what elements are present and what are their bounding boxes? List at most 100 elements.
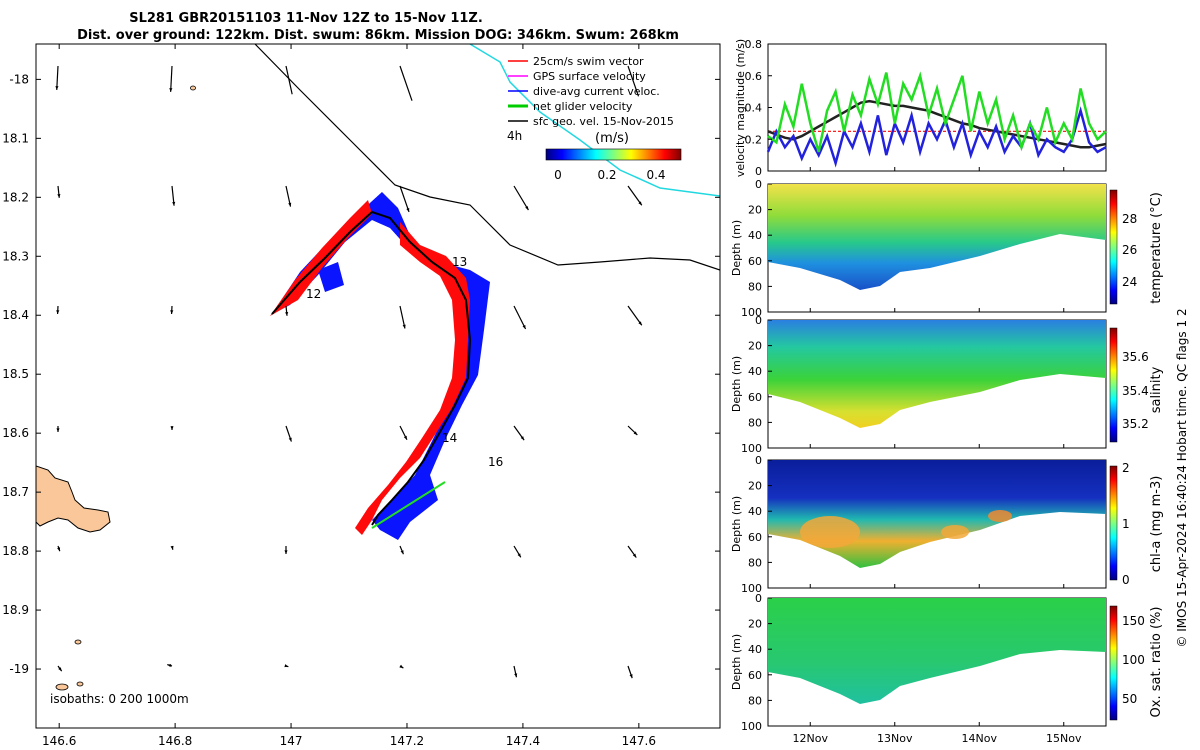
velocity-series-net-glider-velocity	[767, 71, 1107, 153]
velocity-ticks: 0 0.2 0.4 0.6 0.8	[745, 38, 772, 178]
geo-velocity-arrowhead	[172, 201, 176, 206]
legend-sfc-label: sfc geo. vel. 15-Nov-2015	[533, 115, 674, 128]
geo-velocity-arrow	[285, 65, 293, 95]
temperature-cbar-tick-28: 28	[1122, 212, 1137, 226]
depth-tick-label: 100	[741, 306, 762, 319]
depth-axis-ticks: 0204060801000204060801000204060801000204…	[741, 178, 772, 733]
island-small-3	[55, 683, 69, 691]
geo-velocity-arrow	[399, 185, 410, 213]
depth-tick-label: 20	[748, 480, 762, 493]
geo-velocity-arrowhead	[400, 550, 404, 555]
depth-tick-label: 0	[755, 314, 762, 327]
geo-velocity-arrowhead	[288, 437, 292, 442]
day-label-12: 12	[306, 287, 321, 301]
depth-tick-label: 80	[748, 416, 762, 429]
geo-velocity-arrowhead	[57, 193, 61, 198]
day-label-14: 14	[442, 431, 457, 445]
current-vector-loop	[318, 262, 344, 292]
imos-credit-text: © IMOS 15-Apr-2024 16:40:24 Hobart time.…	[1175, 308, 1189, 647]
time-axis-ticks: 12Nov 13Nov 14Nov 15Nov	[793, 167, 1082, 745]
geo-velocity-arrowhead	[520, 436, 525, 441]
legend-swim-label: 25cm/s swim vector	[533, 55, 644, 68]
arrow-scale-label: 4h	[507, 129, 522, 143]
depth-tick-label: 0	[755, 178, 762, 191]
title-line-1: SL281 GBR20151103 11-Nov 12Z to 15-Nov 1…	[129, 11, 483, 26]
depth-tick-label: 100	[741, 582, 762, 595]
legend-gps-label: GPS surface velocity	[533, 70, 646, 83]
salinity-section-field	[768, 320, 1106, 428]
depth-tick-label: 20	[748, 204, 762, 217]
map-ytick-label: 18.2	[2, 190, 29, 204]
oxygen-cbar-label: Ox. sat. ratio (%)	[1149, 607, 1164, 718]
map-ytick-label: 18.4	[2, 308, 29, 322]
temperature-cbar-tick-26: 26	[1122, 243, 1137, 257]
depth-tick-label: 100	[741, 442, 762, 455]
map-legend: 25cm/s swim vector GPS surface velocity …	[507, 55, 682, 182]
map-axis-ticks: 146.6 146.8 147 147.2 147.4 147.6-1818.118.21…	[2, 44, 720, 748]
velocity-ytick-label: 0.8	[745, 38, 763, 51]
map-xtick-label: 146.6	[42, 734, 76, 748]
title-line-2: Dist. over ground: 122km. Dist. swum: 86…	[77, 28, 679, 43]
map-ytick-label: 18.9	[2, 603, 29, 617]
geo-velocity-arrow	[399, 65, 413, 101]
depth-tick-label: 40	[748, 365, 762, 378]
salinity-section-panel: Depth (m) 35.6 35.4 35.2 salinity	[730, 319, 1164, 449]
glider-track-map: 12 13 14 16 146.6 146.8 147 147.2 147.4 147.6…	[2, 43, 721, 748]
depth-tick-label: 60	[748, 531, 762, 544]
map-xtick-label: 147	[280, 734, 303, 748]
temperature-cbar-tick-24: 24	[1122, 275, 1137, 289]
depth-tick-label: 0	[755, 592, 762, 605]
chla-cbar-label: chl-a (mg m-3)	[1149, 476, 1164, 573]
geo-velocity-arrowhead	[56, 310, 60, 314]
geo-velocity-arrowhead	[288, 202, 292, 207]
map-ytick-label: 18.6	[2, 426, 29, 440]
geo-velocity-arrowhead	[638, 321, 642, 326]
geo-velocity-arrowhead	[406, 207, 410, 212]
map-ytick-label: -18	[9, 72, 29, 86]
isobath-1000m-line	[254, 44, 720, 271]
time-tick-label: 12Nov	[793, 732, 829, 745]
geo-velocity-arrowhead	[170, 426, 174, 430]
day-label-13: 13	[452, 255, 467, 269]
map-colorbar	[545, 148, 682, 161]
temperature-section-panel: Depth (m) 28 26 24 temperature (°C)	[730, 183, 1164, 313]
temperature-section-field	[768, 184, 1106, 290]
oxygen-colorbar	[1109, 605, 1118, 721]
geo-velocity-arrowhead	[633, 431, 638, 435]
geo-velocity-arrowhead	[632, 553, 637, 558]
geo-velocity-arrowhead	[638, 201, 642, 206]
salinity-cbar-tick-35-2: 35.2	[1122, 417, 1149, 431]
glider-track-line	[271, 210, 472, 526]
oxygen-cbar-tick-150: 150	[1122, 614, 1145, 628]
depth-tick-label: 60	[748, 669, 762, 682]
map-xtick-label: 147.6	[622, 734, 656, 748]
depth-tick-label: 60	[748, 255, 762, 268]
time-tick-label: 14Nov	[962, 732, 998, 745]
geo-velocity-arrow	[627, 305, 643, 326]
temperature-ylabel: Depth (m)	[730, 220, 743, 276]
velocity-axes-frame	[767, 43, 1107, 172]
oxygen-ylabel: Depth (m)	[730, 634, 743, 690]
geo-velocity-arrow	[170, 65, 173, 92]
island-small-4	[76, 681, 84, 687]
map-colorbar-tick-0: 0	[554, 168, 562, 182]
depth-tick-label: 0	[755, 454, 762, 467]
chla-maximum-patch-1	[800, 516, 860, 548]
map-frame	[35, 43, 721, 729]
velocity-ytick-label: 0.2	[745, 133, 763, 146]
geo-velocity-arrowhead	[169, 88, 173, 92]
sfc-geostrophic-arrows	[55, 65, 643, 679]
geo-velocity-arrowhead	[402, 324, 406, 329]
legend-net-label: net glider velocity	[533, 100, 633, 113]
net-velocity-segment	[371, 481, 446, 529]
velocity-magnitude-panel: 0 0.2 0.4 0.6 0.8 velocity magnitude (m/s)	[734, 38, 1107, 178]
time-tick-label: 13Nov	[877, 732, 913, 745]
map-colorbar-tick-2: 0.4	[646, 168, 665, 182]
geo-velocity-arrow	[399, 305, 406, 329]
velocity-ytick-label: 0.6	[745, 70, 763, 83]
map-xtick-label: 147.2	[390, 734, 424, 748]
velocity-ytick-label: 0	[755, 165, 762, 178]
chla-cbar-tick-2: 2	[1122, 461, 1130, 475]
